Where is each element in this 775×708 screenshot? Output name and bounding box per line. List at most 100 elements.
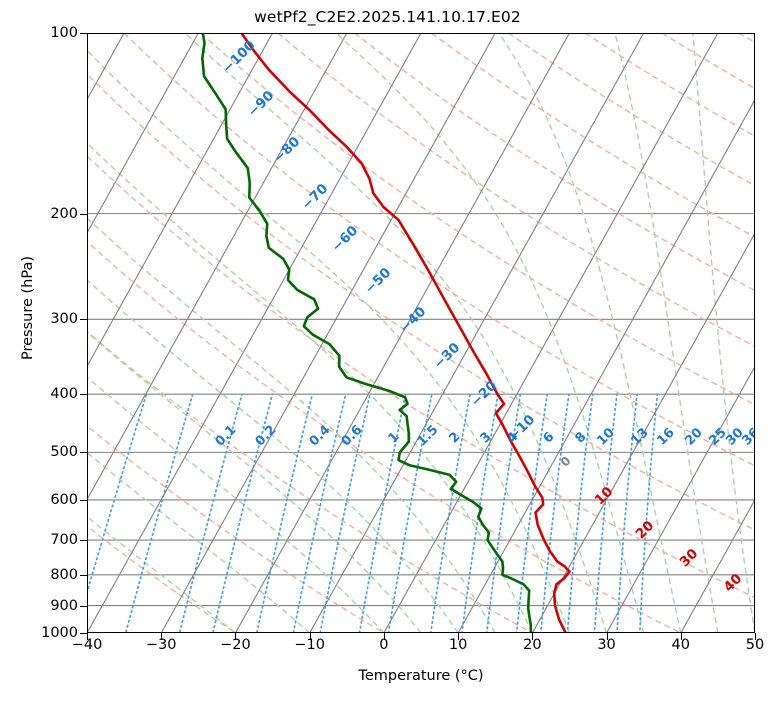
y-axis-tick-labels: 100 200 300 400 500 600 700 800 900 1000 <box>0 25 78 641</box>
mixing-ratio-line <box>124 393 194 633</box>
x-tick-mark <box>383 633 385 640</box>
x-tick-mark <box>680 633 682 640</box>
dry-adiabat-line <box>661 33 755 90</box>
y-tick-label: 1000 <box>41 625 78 641</box>
x-tick-mark <box>87 633 88 640</box>
mixing-ratio-line <box>616 393 638 633</box>
sounding-curves <box>201 33 571 633</box>
isotherm-line <box>160 33 496 633</box>
moist-adiabat-lines <box>87 33 755 633</box>
inline-label: 0.6 <box>339 423 366 450</box>
x-tick-mark <box>532 633 534 640</box>
isotherm-line <box>531 231 755 633</box>
isotherm-line <box>606 365 755 633</box>
x-tick-label: −20 <box>220 637 251 653</box>
moist-adiabat-line <box>87 451 311 633</box>
moist-adiabat-line <box>692 33 755 633</box>
x-tick-label: 30 <box>597 637 616 653</box>
x-tick-label: −40 <box>71 637 103 653</box>
moist-adiabat-line <box>335 33 645 633</box>
sounding-curve-temperature <box>240 33 571 633</box>
x-tick-label: 0 <box>379 637 389 653</box>
dry-adiabat-line <box>123 33 755 467</box>
y-tick-label: 200 <box>50 205 78 222</box>
isotherm-line <box>87 33 348 501</box>
mixing-ratio-line <box>178 393 243 633</box>
y-tick-mark <box>80 605 87 607</box>
moist-adiabat-line <box>87 331 422 633</box>
mixing-ratio-line <box>638 393 659 633</box>
dry-adiabat-line <box>87 330 533 633</box>
moist-adiabat-line <box>87 142 533 633</box>
dry-adiabat-line <box>277 33 755 348</box>
y-tick-label: 800 <box>50 566 78 583</box>
inline-label: 16 <box>654 425 677 448</box>
mixing-ratio-line <box>515 393 549 633</box>
isotherm-lines <box>87 33 755 633</box>
inline-label: −40 <box>397 304 430 337</box>
skewt-plot-svg: −100−90−80−70−60−50−40−30−20−10010203040… <box>87 33 755 633</box>
dry-adiabat-line <box>87 240 682 633</box>
y-tick-mark <box>80 319 87 321</box>
sounding-curve-dewpoint <box>201 33 533 633</box>
moist-adiabat-line <box>184 33 608 633</box>
inline-label: 36 <box>739 425 755 448</box>
y-tick-label: 100 <box>50 25 78 41</box>
chart-title: wetPf2_C2E2.2025.141.10.17.E02 <box>254 8 521 26</box>
x-tick-label: −10 <box>294 637 325 653</box>
mixing-ratio-lines <box>87 393 659 633</box>
x-tick-mark <box>161 633 163 640</box>
y-tick-label: 600 <box>50 491 78 508</box>
x-tick-label: −30 <box>145 637 177 653</box>
mixing-ratio-line <box>566 393 594 633</box>
x-axis-tick-marks <box>87 633 756 642</box>
inline-label: −100 <box>219 37 258 76</box>
y-tick-mark <box>80 540 87 542</box>
y-tick-label: 500 <box>50 444 78 461</box>
plot-area[interactable]: −100 −90 −80 −70 −60 −50 −40 −30 −20 −10 0 10 20 30 40… <box>87 33 755 633</box>
inline-label: −50 <box>362 265 395 298</box>
y-tick-mark <box>80 33 87 34</box>
y-tick-label: 900 <box>50 597 78 614</box>
inline-label: 0 <box>558 454 574 470</box>
mixing-ratio-line <box>593 393 618 633</box>
mixing-ratio-line <box>387 393 433 633</box>
x-axis-title: Temperature (°C) <box>358 668 484 684</box>
dry-adiabat-line <box>87 155 755 599</box>
mixing-ratio-line <box>429 393 471 633</box>
mixing-ratio-line <box>485 393 522 633</box>
mixing-ratio-line <box>461 393 499 633</box>
mixing-ratio-line <box>358 393 407 633</box>
inline-label: 10 <box>592 484 617 509</box>
moist-adiabat-line <box>498 33 682 633</box>
dry-adiabat-line <box>584 33 755 138</box>
inline-label: −30 <box>431 340 464 373</box>
dry-adiabat-lines <box>87 33 755 633</box>
mixing-ratio-line <box>211 393 274 633</box>
mixing-ratio-line <box>292 393 347 633</box>
isotherm-line <box>87 33 274 368</box>
moist-adiabat-line <box>87 376 385 633</box>
inline-label: 6 <box>540 429 557 446</box>
moist-adiabat-line <box>87 279 459 633</box>
inline-label: 3 <box>477 429 494 446</box>
isotherm-line <box>87 33 199 235</box>
background-gridlines <box>87 33 755 633</box>
moist-adiabat-line <box>87 217 496 633</box>
y-tick-label: 300 <box>50 311 78 328</box>
x-tick-mark <box>235 633 237 640</box>
inline-label: −70 <box>299 181 332 214</box>
x-tick-label: 20 <box>523 637 542 653</box>
x-tick-label: 50 <box>745 637 765 653</box>
y-tick-mark <box>80 499 87 501</box>
y-axis-tick-marks <box>0 33 87 634</box>
isotherm-line <box>457 98 755 633</box>
x-tick-mark <box>458 633 460 640</box>
inline-label: 0.1 <box>213 423 240 450</box>
moist-adiabat-line <box>87 49 571 633</box>
y-tick-mark <box>80 394 87 396</box>
x-axis-tick-labels: −40 −30 −20 −10 0 10 20 30 40 50 <box>72 637 765 663</box>
x-tick-mark <box>606 633 608 640</box>
isotherm-line <box>234 33 570 633</box>
